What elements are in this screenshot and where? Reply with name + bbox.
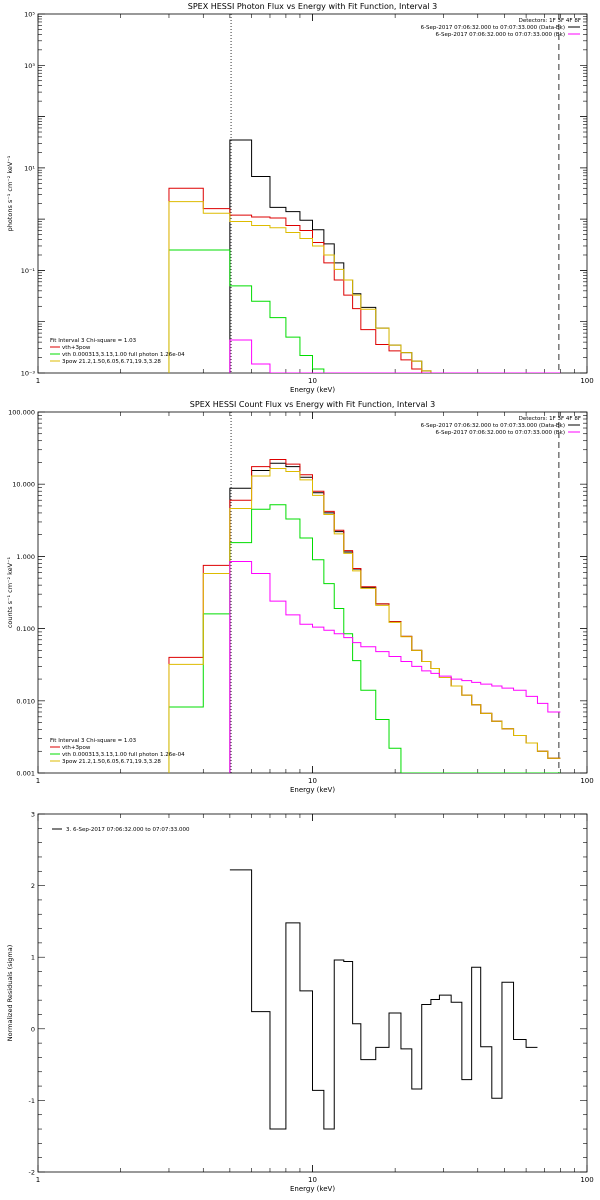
series-line-5 (229, 561, 561, 773)
y-tick-label: 0.100 (16, 625, 35, 633)
legend-bottom-entry: vth+3pow (62, 345, 91, 351)
y-tick-label: 10⁻³ (21, 370, 36, 378)
plot-frame (37, 411, 588, 774)
y-tick-label: 0.010 (16, 697, 35, 705)
chart-panel-1: SPEX HESSI Photon Flux vs Energy with Fi… (6, 2, 594, 394)
chart-title: SPEX HESSI Photon Flux vs Energy with Fi… (188, 2, 438, 11)
y-tick-label: 3 (31, 811, 35, 819)
detectors-label: Detectors: 1F 3F 4F 8F (519, 18, 581, 24)
x-axis-label: Energy (keV) (290, 1185, 335, 1193)
series-line-3 (168, 504, 561, 773)
x-axis-label: Energy (keV) (290, 786, 335, 794)
y-tick-label: -1 (29, 1097, 35, 1105)
y-tick-label: 100.000 (8, 409, 35, 417)
plot-frame (37, 13, 588, 374)
y-axis-label: counts s⁻¹ cm⁻² keV⁻¹ (6, 556, 14, 628)
series-line-3 (168, 249, 538, 373)
x-tick-label: 100 (580, 777, 593, 785)
x-axis-label: Energy (keV) (290, 386, 335, 394)
y-tick-label: 10³ (24, 62, 35, 70)
chart-title: SPEX HESSI Count Flux vs Energy with Fit… (190, 400, 435, 409)
y-tick-label: 1 (31, 954, 35, 962)
y-axis-label: Normalized Residuals (sigma) (6, 945, 14, 1042)
y-tick-label: 1.000 (16, 553, 35, 561)
x-tick-label: 100 (580, 377, 593, 385)
legend-bottom-entry: Fit Interval 3 Chi-square = 1.03 (50, 338, 137, 344)
legend-top-entry: 6-Sep-2017 07:06:32.000 to 07:07:33.000 … (421, 423, 565, 429)
legend-bottom-entry: vth+3pow (62, 745, 91, 751)
x-tick-label: 10 (308, 1176, 317, 1184)
legend-bottom-entry: vth 0.000313,3.13,1.00 full photon 1.26e… (62, 752, 185, 758)
y-tick-label: 10⁻¹ (21, 267, 36, 275)
x-tick-label: 1 (36, 1176, 40, 1184)
series-line-1 (229, 139, 561, 373)
y-tick-label: 10⁵ (24, 11, 35, 19)
series-line-1 (229, 462, 561, 773)
legend-bottom-entry: Fit Interval 3 Chi-square = 1.03 (50, 738, 137, 744)
legend-bottom-entry: 3pow 21.2,1.50,6.05,6.71,19.3,3.28 (62, 359, 161, 365)
series-line-1 (229, 869, 538, 1130)
legend-bottom-entry: 3pow 21.2,1.50,6.05,6.71,19.3,3.28 (62, 759, 161, 765)
y-tick-label: -2 (29, 1169, 35, 1177)
y-tick-label: 10¹ (24, 164, 35, 172)
legend-top-entry: 6-Sep-2017 07:06:32.000 to 07:07:33.000 … (421, 25, 565, 31)
y-tick-label: 0.001 (16, 770, 35, 778)
legend-top-entry: 6-Sep-2017 07:06:32.000 to 07:07:33.000 … (436, 430, 566, 436)
x-tick-label: 10 (308, 777, 317, 785)
detectors-label: Detectors: 1F 3F 4F 8F (519, 416, 581, 422)
x-tick-label: 1 (36, 377, 40, 385)
y-axis-label: photons s⁻¹ cm⁻² keV⁻¹ (6, 155, 14, 231)
y-tick-label: 2 (31, 882, 35, 890)
series-line-4 (168, 201, 548, 373)
x-tick-label: 10 (308, 377, 317, 385)
legend-bottom-entry: vth 0.000313,3.13,1.00 full photon 1.26e… (62, 352, 185, 358)
legend-entry: 3. 6-Sep-2017 07:06:32.000 to 07:07:33.0… (66, 827, 190, 833)
legend-top-entry: 6-Sep-2017 07:06:32.000 to 07:07:33.000 … (436, 32, 566, 38)
series-line-4 (168, 468, 561, 773)
series-line-2 (168, 187, 538, 373)
y-tick-label: 10.000 (12, 481, 35, 489)
x-tick-label: 1 (36, 777, 40, 785)
x-tick-label: 100 (580, 1176, 593, 1184)
chart-panel-2: SPEX HESSI Count Flux vs Energy with Fit… (6, 400, 594, 794)
y-tick-label: 0 (31, 1025, 35, 1033)
chart-panel-3: 1 10 100 Energy (keV) -2 -1 0 1 2 3 Normalized Res… (6, 811, 594, 1194)
